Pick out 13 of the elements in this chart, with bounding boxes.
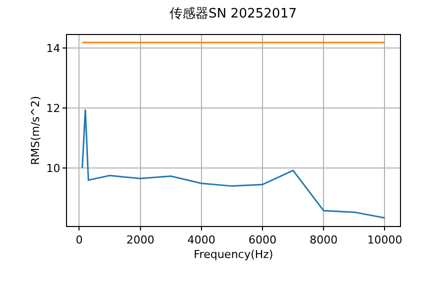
y-tick-label: 14	[46, 42, 60, 55]
x-tick-label: 10000	[367, 234, 402, 247]
chart-title: 传感器SN 20252017	[169, 6, 297, 22]
x-axis-title: Frequency(Hz)	[194, 248, 274, 261]
x-tick-label: 0	[76, 234, 83, 247]
x-tick-label: 6000	[248, 234, 277, 247]
x-tick-label: 2000	[126, 234, 154, 247]
y-axis-title: RMS(m/s^2)	[28, 96, 42, 166]
x-tick-label: 4000	[187, 234, 216, 247]
y-tick-label: 12	[46, 102, 60, 115]
y-tick-label: 10	[46, 162, 60, 175]
line-series	[82, 108, 386, 219]
x-tick-label: 8000	[310, 234, 338, 247]
